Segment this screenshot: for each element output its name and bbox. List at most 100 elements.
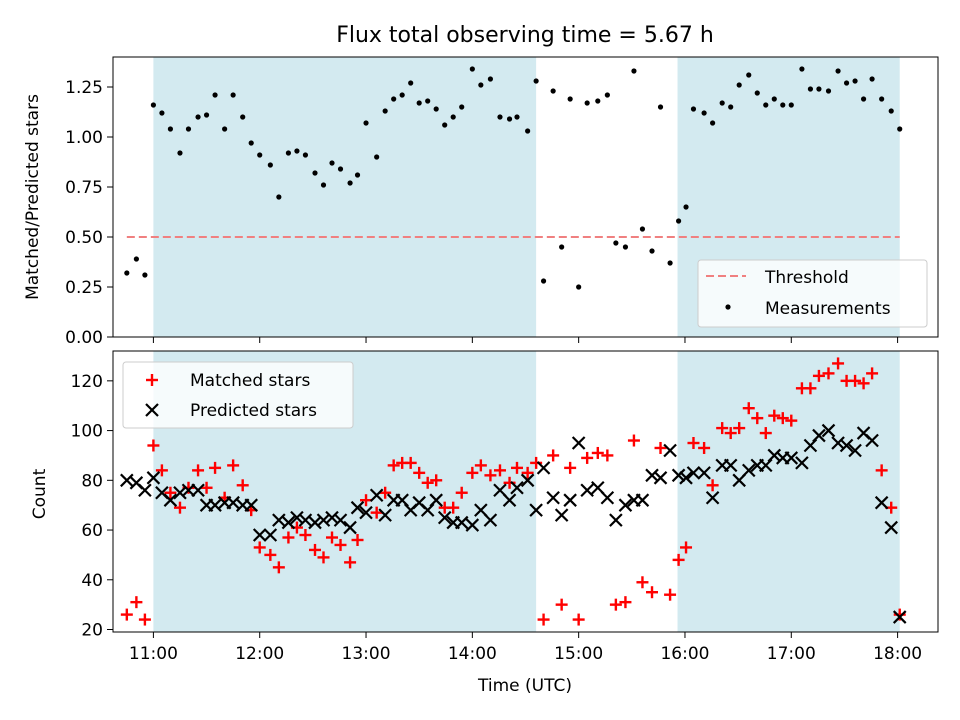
measurements-point [267,162,273,168]
x-tick-label: 14:00 [448,644,497,664]
predicted-stars-point [884,520,898,535]
x-tick-label: 12:00 [235,644,284,664]
predicted-stars-point [723,458,738,473]
matched-stars-point [832,357,845,370]
measurements-point [487,76,494,82]
predicted-stars-point [609,513,623,527]
matched-stars-point [227,459,240,472]
predicted-stars-point [679,471,693,485]
matched-stars-point [698,441,711,454]
matched-stars-point [591,446,604,459]
matched-stars-point [351,533,364,546]
measurements-point [852,78,858,84]
matched-stars-point [706,479,719,492]
matched-stars-point [253,541,266,554]
top-data-points [124,66,903,290]
matched-stars-point [759,427,772,440]
measurements-point [860,96,867,102]
measurements-point [391,96,397,102]
matched-stars-point [822,367,835,380]
measurements-point [337,166,344,172]
matched-stars-point [138,613,151,626]
matched-stars-point [510,461,523,474]
measurements-point [433,106,439,112]
measurements-point [683,204,689,210]
predicted-stars-point [563,493,577,507]
matched-stars-point [564,461,577,474]
predicted-stars-point [653,471,668,485]
measurements-point [719,100,725,106]
bottom-y-tick-label: 100 [71,422,103,442]
measurements-point [613,240,619,246]
predicted-stars-point [244,498,258,512]
top-y-axis: 0.00 0.25 0.50 0.75 1.00 1.25 [65,78,113,348]
predicted-stars-point [554,508,569,522]
measurements-point [584,100,590,106]
measurements-point [771,96,777,102]
legend-measurements-label: Measurements [765,299,891,319]
matched-stars-point [672,553,685,566]
matched-stars-point [264,548,277,561]
measurements-point [230,92,236,98]
matched-stars-point [130,596,143,609]
measurements-point [657,104,664,110]
matched-stars-point [334,538,347,551]
bottom-panel: 20 40 60 80 100 120 11:00 12:00 13:00 14:00 15:00… [30,350,939,696]
measurements-point [374,154,380,160]
measurements-point [124,270,130,276]
predicted-stars-point [580,483,594,498]
top-plot-frame [112,56,939,338]
predicted-stars-point [146,471,161,485]
measurements-point [469,66,475,72]
measurements-point [525,128,531,134]
top-shaded-span-1 [153,57,537,337]
measurements-point [649,248,655,254]
measurements-point [276,194,282,200]
matched-stars-point [627,434,640,447]
measurements-point [399,92,405,98]
measurements-point [408,80,414,86]
matched-stars-point [537,613,550,626]
measurements-point [550,88,556,94]
measurements-point [363,120,369,126]
x-tick-label: 11:00 [129,644,178,664]
bottom-legend-box [122,361,354,429]
predicted-stars-point [437,510,452,525]
measurements-point [354,172,361,178]
top-y-tick-label: 0.00 [65,328,103,348]
measurements-point [710,120,716,126]
predicted-stars-point [686,466,701,480]
matched-stars-point [430,474,443,487]
measurements-point [257,152,263,158]
top-x-axis-ticks [152,337,899,343]
x-tick-label: 13:00 [342,644,391,664]
predicted-stars-point [520,473,535,488]
matched-stars-point [387,459,400,472]
measurements-point [302,152,309,158]
matched-stars-point [164,486,177,499]
measurements-point [631,68,637,74]
bottom-y-tick-label: 120 [71,372,103,392]
matched-stars-point [493,464,506,477]
matched-stars-point [147,439,160,452]
matched-stars-point [680,541,693,554]
measurements-point [497,114,503,120]
predicted-stars-point [290,510,304,525]
predicted-stars-point [874,495,889,510]
measurements-point [222,126,228,132]
legend-predicted-swatch [145,403,159,417]
bottom-legend: Matched stars Predicted stars [122,361,354,429]
predicted-stars-point [795,456,809,470]
x-tick-label: 17:00 [767,644,816,664]
measurements-point [203,112,210,118]
measurements-point [701,110,707,116]
matched-stars-point [724,427,737,440]
measurements-point [382,108,388,114]
x-axis-label: Time (UTC) [477,676,572,696]
measurements-point [450,114,456,120]
measurements-point [425,98,431,104]
measurements-point [506,116,513,122]
measurements-point [675,218,682,224]
x-tick-label: 18:00 [873,644,922,664]
matched-stars-point [282,531,295,544]
